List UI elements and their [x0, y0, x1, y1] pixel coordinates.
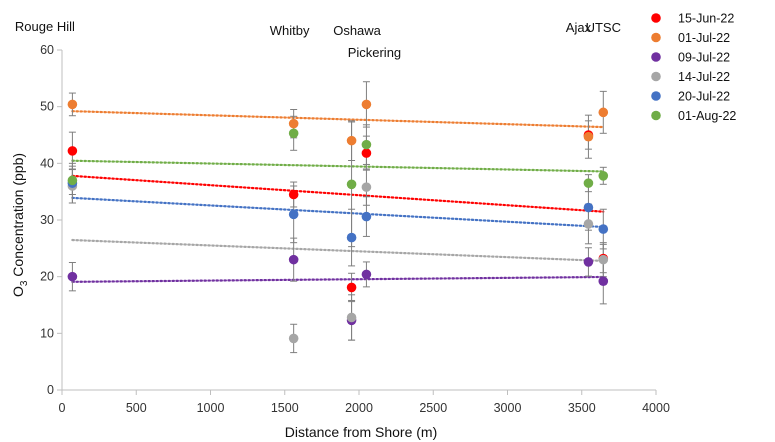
data-point: [288, 128, 299, 139]
data-point: [67, 175, 78, 186]
x-tick-label: 1500: [271, 401, 299, 415]
error-bars: [68, 81, 607, 354]
data-point: [67, 146, 78, 156]
trendline-15-Jun-22: [71, 174, 605, 213]
site-label: UTSC: [586, 20, 621, 35]
legend-item-label: 14-Jul-22: [678, 70, 730, 84]
legend-item-label: 20-Jul-22: [678, 90, 730, 104]
data-points: [67, 99, 609, 344]
legend-marker: [651, 110, 661, 121]
trendline-01-Aug-22: [71, 159, 605, 173]
legend-marker: [651, 32, 661, 43]
data-point: [346, 135, 357, 146]
site-label: Rouge Hill: [15, 19, 75, 34]
data-point: [67, 99, 78, 110]
trendlines: [71, 110, 605, 283]
data-point: [346, 282, 357, 293]
x-tick-label: 2500: [419, 401, 447, 415]
data-point: [598, 276, 609, 287]
data-point: [361, 148, 372, 158]
data-point: [361, 269, 372, 280]
data-point: [346, 312, 357, 323]
site-label: Whitby: [270, 23, 310, 38]
trendline-01-Jul-22: [71, 110, 605, 129]
trendline-14-Jul-22: [71, 238, 605, 263]
legend: 15-Jun-22 01-Jul-22 09-Jul-22 14-Jul-22 20-J…: [651, 12, 736, 123]
x-tick-label: 1000: [197, 401, 225, 415]
legend-item-label: 15-Jun-22: [678, 12, 734, 26]
data-point: [598, 224, 609, 234]
data-point: [288, 118, 299, 129]
data-point: [346, 179, 357, 190]
legend-item-label: 01-Jul-22: [678, 31, 730, 45]
site-label: Oshawa: [333, 23, 381, 38]
y-tick-label: 10: [40, 326, 54, 340]
data-point: [583, 202, 594, 213]
x-tick-label: 500: [126, 401, 147, 415]
y-tick-label: 40: [40, 156, 54, 170]
data-point: [583, 257, 594, 267]
legend-marker: [651, 71, 661, 82]
y-axis-title-subscript: 3: [19, 280, 30, 286]
data-point: [583, 219, 594, 229]
trendline-09-Jul-22: [71, 275, 605, 283]
trendline-20-Jul-22: [71, 196, 605, 229]
data-point: [288, 254, 299, 265]
data-point: [288, 333, 299, 344]
chart-axes: [57, 49, 657, 395]
data-point: [361, 139, 372, 150]
x-tick-label: 0: [59, 401, 66, 415]
data-point: [288, 209, 299, 220]
tick-labels: 0 500 1000 1500 2000 2500 3000 3500 4000 0 10 20 30 4…: [40, 43, 670, 415]
data-point: [361, 182, 372, 192]
x-axis-title: Distance from Shore (m): [285, 424, 437, 440]
x-tick-label: 4000: [642, 401, 670, 415]
x-tick-label: 3000: [494, 401, 522, 415]
data-point: [598, 171, 609, 181]
y-axis-title-main: O: [10, 286, 26, 297]
legend-marker: [651, 13, 661, 23]
data-point: [598, 254, 609, 265]
data-point: [361, 211, 372, 222]
legend-marker: [651, 91, 661, 101]
y-axis-title-rest: Concentration (ppb): [10, 153, 26, 281]
data-point: [583, 178, 594, 188]
legend-item-label: 01-Aug-22: [678, 109, 736, 123]
data-point: [67, 271, 78, 282]
data-point: [598, 107, 609, 118]
site-label: Pickering: [348, 45, 401, 60]
y-axis-title: O3 Concentration (ppb): [10, 153, 30, 297]
y-tick-label: 60: [40, 43, 54, 57]
y-tick-label: 0: [47, 383, 54, 397]
site-label: Ajax: [566, 20, 592, 35]
x-tick-label: 2000: [345, 401, 373, 415]
y-tick-label: 20: [40, 270, 54, 284]
y-tick-label: 30: [40, 213, 54, 227]
legend-marker: [651, 52, 661, 62]
data-point: [583, 131, 594, 142]
data-point: [361, 99, 372, 110]
data-point: [288, 189, 299, 200]
legend-item-label: 09-Jul-22: [678, 51, 730, 65]
y-tick-label: 50: [40, 100, 54, 114]
x-tick-label: 3500: [568, 401, 596, 415]
data-point: [346, 232, 357, 243]
